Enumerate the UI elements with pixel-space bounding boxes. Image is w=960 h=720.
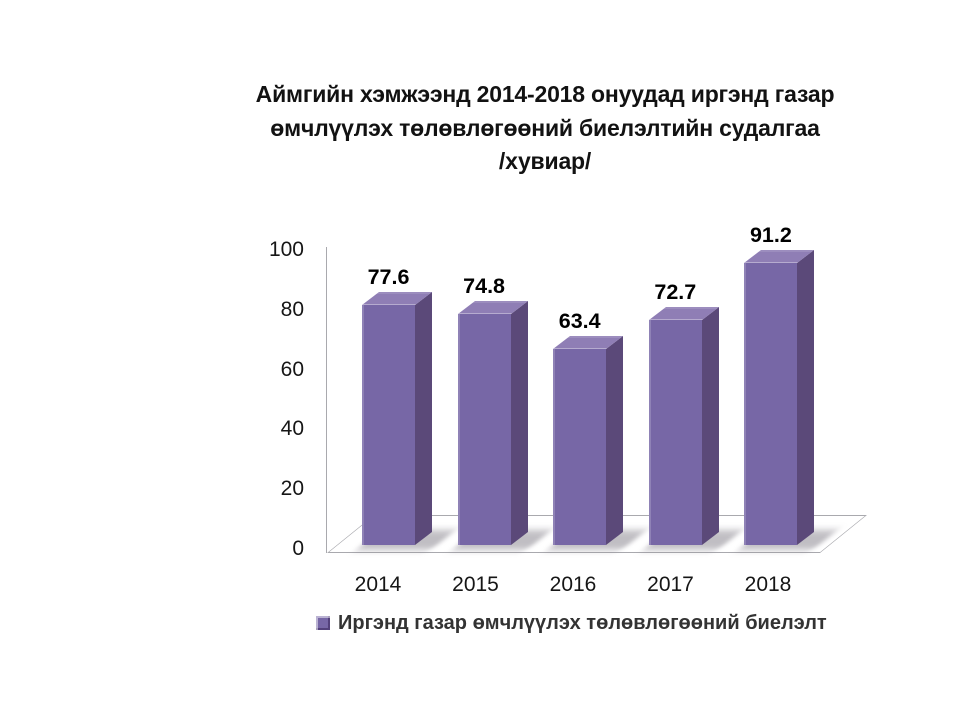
y-axis-tick-label: 20 (280, 477, 304, 501)
bar-value-label: 72.7 (654, 280, 697, 305)
y-axis-tick-label: 40 (280, 417, 304, 441)
bar-value-label: 63.4 (558, 308, 601, 333)
y-axis-tick-label: 60 (280, 357, 304, 381)
bar-front-face (648, 320, 702, 545)
y-axis-tick-label: 100 (268, 238, 304, 261)
bar-side-face (797, 249, 815, 545)
y-axis-tick-label: 0 (292, 537, 304, 560)
y-axis-tick-label: 80 (280, 297, 304, 321)
bar-value-label: 91.2 (749, 222, 792, 247)
chart-title-line1: Аймгийн хэмжээнд 2014-2018 онуудад иргэн… (255, 81, 835, 107)
y-axis-line (326, 247, 328, 553)
chart-title: Аймгийн хэмжээнд 2014-2018 онуудад иргэн… (145, 78, 945, 179)
bar-value-label: 77.6 (367, 264, 410, 289)
x-axis-tick-label: 2017 (647, 573, 694, 596)
x-axis-tick-label: 2018 (744, 573, 792, 596)
x-axis-tick-label: 2014 (354, 573, 402, 596)
x-axis-tick-label: 2015 (452, 573, 499, 596)
chart-title-line2: өмчлүүлэх төлөвлөгөөний биелэлтийн судал… (270, 114, 820, 141)
bar-value-label: 74.8 (463, 273, 506, 298)
bar-side-face (415, 291, 432, 545)
x-axis-tick-label: 2016 (549, 573, 597, 596)
bar-front-face (457, 313, 511, 545)
bar-front-face (744, 262, 798, 545)
bar-side-face (701, 307, 719, 545)
bar-side-face (510, 300, 528, 545)
chart-title-line3: /хувиар/ (498, 148, 592, 174)
legend-label: Иргэнд газар өмчлүүлэх төлөвлөгөөний бие… (338, 612, 827, 634)
bar-side-face (606, 335, 624, 545)
bar-front-face (362, 304, 415, 545)
bar-front-face (553, 348, 607, 545)
legend-marker-icon (316, 616, 330, 630)
legend: Иргэнд газар өмчлүүлэх төлөвлөгөөний бие… (316, 610, 827, 636)
